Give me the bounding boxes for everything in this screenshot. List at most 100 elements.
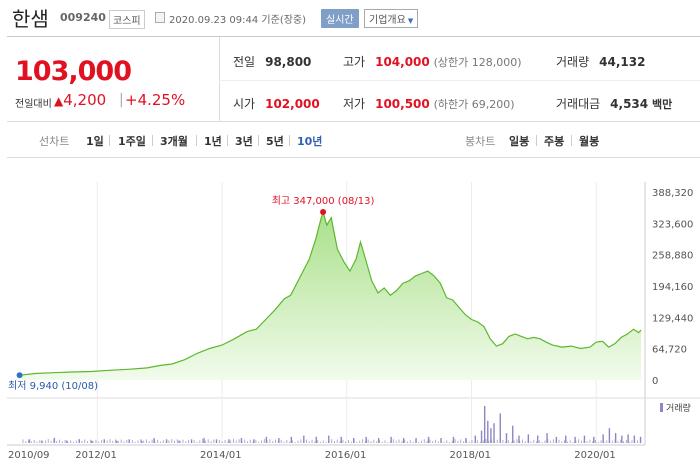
volume-bar	[404, 439, 406, 443]
volume-bar	[359, 440, 361, 443]
y-tick-label: 0	[652, 376, 658, 387]
tab-monthly[interactable]: 월봉	[579, 135, 600, 148]
volume-bar	[61, 441, 63, 443]
company-overview-button[interactable]: 기업개요 ▼	[364, 9, 419, 28]
tab-3m[interactable]: 3개월	[160, 135, 188, 148]
volume-bar	[131, 440, 133, 443]
volume-bar	[277, 441, 279, 443]
volume-bar	[145, 439, 147, 443]
tab-3y[interactable]: 3년	[235, 135, 253, 148]
volume-bar	[406, 441, 408, 443]
stat-amount: 거래대금 4,534 백만	[556, 95, 672, 112]
volume-bar	[322, 440, 324, 443]
volume-bar	[378, 440, 380, 443]
tab-separator	[152, 135, 153, 146]
volume-bar	[168, 440, 170, 443]
volume-bar	[308, 441, 310, 443]
tab-separator	[227, 135, 228, 146]
volume-bar	[387, 441, 389, 443]
volume-bar	[505, 433, 508, 443]
volume-bar	[103, 439, 105, 443]
volume-bar	[22, 439, 24, 443]
volume-bar	[235, 440, 237, 443]
volume-bar	[493, 441, 495, 443]
volume-bar	[117, 440, 119, 443]
volume-bar	[129, 441, 131, 443]
tab-candle-chart[interactable]: 봉차트	[465, 135, 496, 148]
market-badge: 코스피	[109, 10, 145, 29]
y-tick-label: 388,320	[652, 188, 693, 199]
volume-bar	[280, 439, 282, 443]
volume-bar	[228, 439, 230, 443]
volume-bar	[199, 440, 201, 443]
change-separator: |	[119, 92, 124, 108]
volume-bar	[290, 436, 293, 443]
tab-separator	[109, 135, 110, 146]
volume-bar	[614, 439, 616, 443]
volume-bar	[600, 440, 602, 443]
volume-bar	[216, 441, 218, 443]
tab-10y[interactable]: 10년	[297, 135, 323, 148]
volume-bar	[426, 440, 428, 443]
volume-bar	[140, 440, 143, 443]
volume-bar	[518, 435, 520, 443]
tab-weekly[interactable]: 주봉	[544, 135, 565, 148]
tab-5y[interactable]: 5년	[266, 135, 284, 148]
tab-1y[interactable]: 1년	[204, 135, 222, 148]
volume-bar	[390, 436, 392, 443]
realtime-button[interactable]: 실시간	[321, 9, 359, 28]
volume-bar	[536, 435, 539, 443]
volume-bar	[154, 441, 156, 443]
stat-lower-limit: (하한가 69,200)	[433, 98, 515, 111]
volume-bar	[490, 428, 492, 443]
stat-upper-limit: (상한가 128,000)	[433, 56, 522, 69]
volume-bar	[98, 441, 100, 443]
volume-bar	[328, 440, 330, 443]
volume-bar	[365, 436, 367, 443]
min-point-marker	[16, 372, 23, 379]
volume-bar	[218, 439, 220, 443]
volume-bar	[157, 439, 159, 443]
volume-bar	[70, 440, 72, 443]
current-price: 103,000	[15, 56, 132, 87]
chevron-down-icon: ▼	[407, 17, 414, 25]
volume-bar	[25, 441, 27, 443]
volume-bar	[578, 439, 580, 443]
tab-daily[interactable]: 일봉	[509, 135, 530, 148]
tab-separator	[536, 135, 537, 146]
volume-bar	[566, 441, 568, 443]
volume-bar	[454, 439, 456, 443]
timestamp: 2020.09.23 09:44 기준(장중)	[169, 15, 307, 26]
volume-bar	[75, 440, 77, 443]
volume-bar	[555, 436, 558, 443]
volume-bar	[569, 440, 571, 443]
volume-bar	[367, 439, 369, 443]
volume-bar	[339, 441, 341, 443]
volume-bar	[33, 439, 35, 443]
volume-bar	[328, 435, 330, 443]
tab-line-chart[interactable]: 선차트	[39, 135, 70, 148]
volume-bar	[637, 440, 639, 443]
price-area	[20, 209, 642, 380]
volume-bar	[128, 439, 130, 443]
volume-bar	[602, 434, 604, 443]
change-value: ▲4,200	[54, 91, 106, 109]
volume-bar	[574, 436, 576, 443]
y-axis: 388,320 323,600 258,880 194,160 129,440 64,72…	[652, 188, 693, 387]
volume-bar	[159, 441, 161, 443]
volume-bar	[336, 439, 338, 443]
volume-bar	[493, 423, 495, 443]
volume-bar	[499, 441, 501, 443]
volume-bar	[81, 440, 83, 443]
price-chart[interactable]: 388,320 323,600 258,880 194,160 129,440 64,72…	[0, 158, 700, 471]
volume-bar	[480, 430, 483, 443]
volume-bar	[66, 440, 68, 443]
volume-bar	[633, 435, 636, 443]
x-tick-label: 2018/01	[449, 450, 491, 461]
tab-1d[interactable]: 1일	[86, 135, 104, 148]
stat-amount-label: 거래대금	[556, 97, 601, 111]
tab-1w[interactable]: 1주일	[118, 135, 146, 148]
volume-bar	[30, 441, 32, 443]
volume-bar	[297, 440, 299, 443]
volume-bar	[575, 440, 577, 443]
